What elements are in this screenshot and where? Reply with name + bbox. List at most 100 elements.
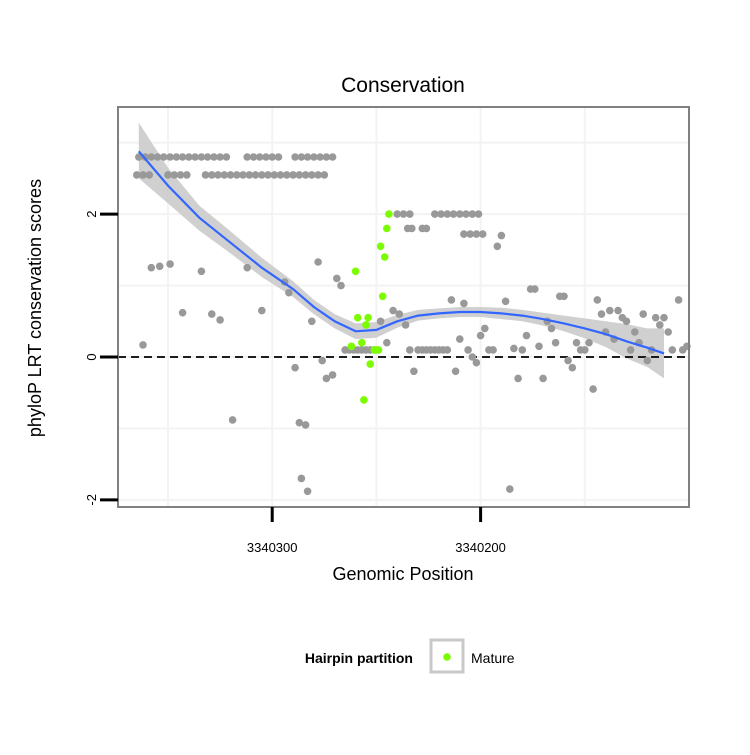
data-point: [233, 171, 241, 179]
data-point: [210, 153, 218, 161]
data-point: [476, 331, 485, 340]
data-point: [197, 267, 206, 276]
x-axis: 3340300 3340200: [247, 507, 506, 555]
data-point: [478, 230, 487, 238]
data-point: [303, 153, 312, 161]
data-point: [597, 310, 606, 318]
data-point: [376, 317, 385, 326]
data-point: [651, 313, 660, 322]
data-point: [285, 288, 293, 297]
data-point: [466, 230, 475, 238]
data-point: [147, 263, 156, 272]
data-point: [297, 153, 306, 161]
data-point: [216, 316, 224, 324]
data-point: [249, 153, 258, 161]
grid: [118, 107, 689, 507]
data-point: [585, 338, 593, 347]
legend-title: Hairpin partition: [305, 650, 413, 666]
data-point: [333, 274, 341, 283]
x-axis-label: Genomic Position: [332, 564, 473, 584]
legend: Hairpin partition Mature: [305, 638, 515, 674]
data-point: [185, 153, 193, 161]
data-point: [501, 297, 510, 306]
data-point: [301, 421, 310, 429]
data-point: [531, 285, 539, 293]
data-point: [493, 242, 502, 251]
mature-point: [385, 210, 393, 218]
data-point: [283, 171, 291, 179]
data-point: [255, 153, 264, 161]
data-point: [564, 356, 572, 365]
data-point: [474, 210, 483, 218]
data-point: [395, 310, 404, 318]
data-point: [560, 292, 568, 301]
data-point: [639, 310, 647, 318]
data-point: [656, 321, 664, 329]
data-point: [289, 171, 297, 179]
mature-point: [364, 313, 372, 322]
data-point: [468, 210, 477, 218]
data-point: [506, 485, 514, 493]
data-point: [214, 171, 222, 179]
mature-point: [347, 342, 356, 351]
data-point: [295, 418, 304, 427]
data-point: [472, 230, 481, 238]
data-point: [408, 224, 416, 233]
data-point: [622, 317, 631, 326]
data-point: [301, 171, 310, 179]
data-point: [270, 171, 279, 179]
data-point: [139, 341, 147, 349]
data-point: [258, 306, 266, 315]
data-point: [295, 171, 304, 179]
data-point: [310, 153, 318, 161]
confidence-band: [138, 122, 665, 379]
data-point: [201, 171, 210, 179]
data-point: [172, 153, 181, 161]
plot-frame: [117, 106, 690, 508]
data-point: [322, 153, 331, 161]
data-point: [226, 171, 235, 179]
data-point: [258, 171, 266, 179]
mature-point: [360, 396, 368, 404]
data-point: [166, 260, 174, 268]
data-point: [183, 171, 191, 179]
data-point: [251, 171, 260, 179]
data-point: [316, 153, 324, 161]
data-point: [308, 317, 316, 326]
data-point: [460, 299, 468, 308]
data-point: [314, 171, 322, 179]
data-point: [522, 331, 531, 340]
data-point: [164, 171, 172, 179]
data-point: [514, 374, 522, 383]
data-point: [160, 153, 168, 161]
data-point: [328, 371, 337, 379]
data-point: [401, 321, 410, 329]
data-point: [460, 230, 468, 238]
data-point: [399, 210, 408, 218]
data-point: [489, 346, 497, 354]
data-point: [481, 324, 489, 333]
data-point: [216, 153, 224, 161]
data-point: [464, 346, 472, 354]
data-point: [472, 358, 481, 367]
data-point: [668, 346, 677, 354]
data-point: [314, 258, 322, 266]
data-point: [626, 346, 635, 354]
data-point: [320, 171, 329, 179]
data-point: [243, 153, 251, 161]
data-point: [274, 153, 283, 161]
data-point: [145, 171, 154, 179]
data-point: [406, 210, 414, 218]
data-point: [606, 306, 614, 315]
data-point: [593, 296, 602, 304]
mature-point: [353, 313, 362, 322]
data-point: [308, 171, 316, 179]
mature-point: [378, 292, 387, 301]
data-point: [153, 153, 162, 161]
data-point: [303, 487, 312, 496]
data-point: [139, 171, 147, 179]
data-point: [389, 306, 397, 315]
mature-point: [383, 224, 391, 233]
